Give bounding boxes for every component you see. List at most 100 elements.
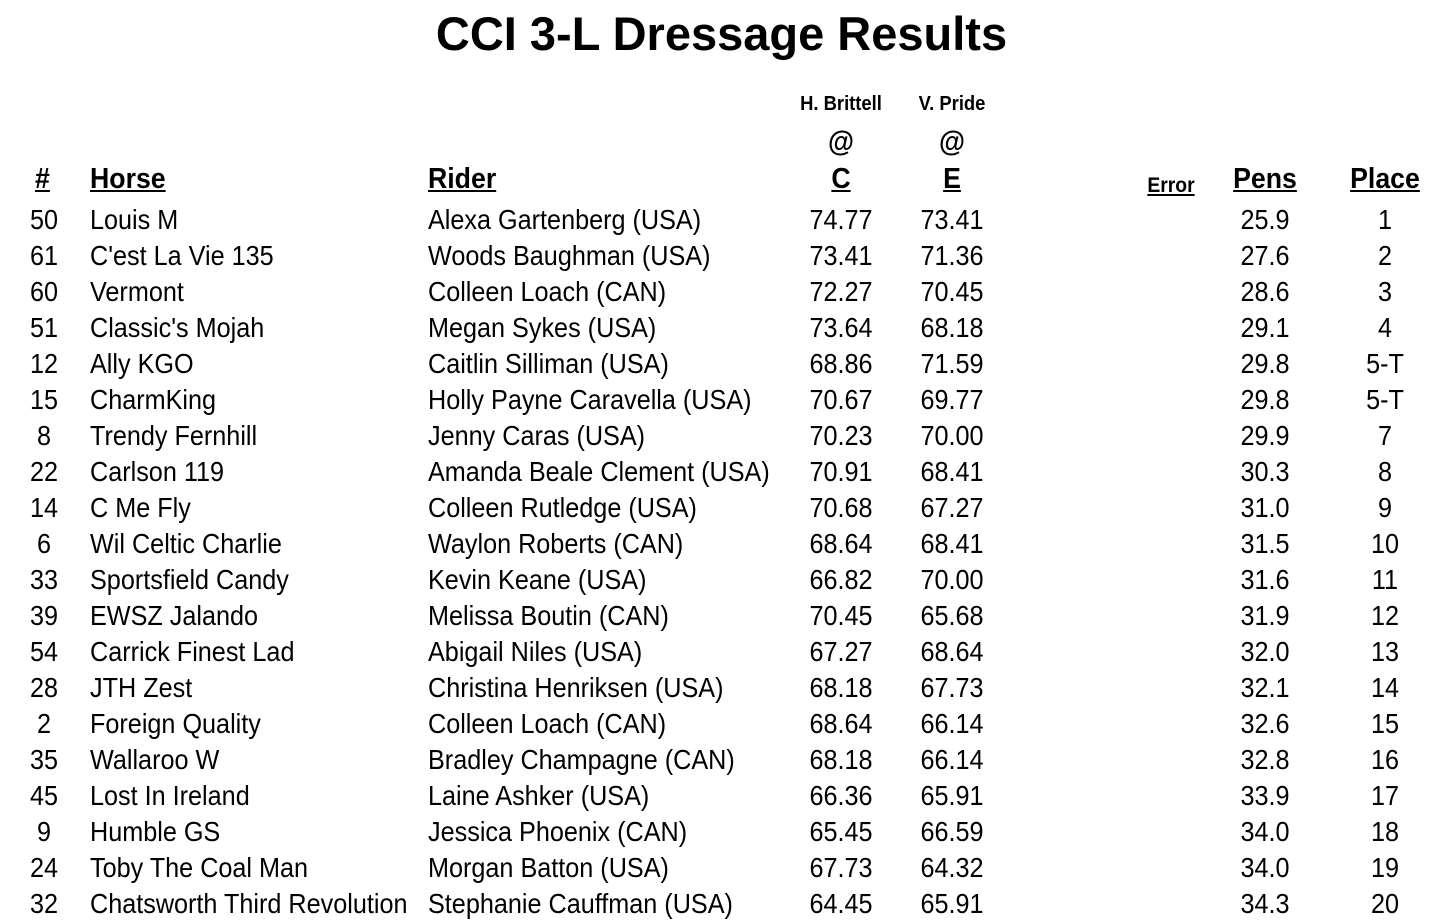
cell-rider: Colleen Loach (CAN) bbox=[428, 708, 667, 739]
cell-score-c: 70.91 bbox=[809, 456, 873, 487]
cell-place: 8 bbox=[1377, 456, 1393, 487]
cell-rider: Laine Ashker (USA) bbox=[428, 780, 650, 811]
cell-horse: Classic's Mojah bbox=[90, 312, 265, 343]
cell-place: 19 bbox=[1370, 852, 1400, 883]
table-row: 28 JTH Zest Christina Henriksen (USA) 68.18… bbox=[0, 670, 1433, 706]
results-table: 50 Louis M Alexa Gartenberg (USA) 74.77 73.4… bbox=[0, 202, 1433, 922]
cell-number: 8 bbox=[36, 420, 52, 451]
cell-rider: Melissa Boutin (CAN) bbox=[428, 600, 669, 631]
cell-place: 13 bbox=[1370, 636, 1400, 667]
cell-place: 3 bbox=[1377, 276, 1393, 307]
cell-rider: Colleen Loach (CAN) bbox=[428, 276, 667, 307]
header-place: Place bbox=[1350, 163, 1420, 195]
table-row: 33 Sportsfield Candy Kevin Keane (USA) 66.8… bbox=[0, 562, 1433, 598]
cell-score-e: 65.68 bbox=[920, 600, 984, 631]
cell-place: 15 bbox=[1370, 708, 1400, 739]
judge-c-name: H. Brittell bbox=[800, 93, 882, 115]
cell-horse: Trendy Fernhill bbox=[90, 420, 258, 451]
cell-place: 14 bbox=[1370, 672, 1400, 703]
table-row: 32 Chatsworth Third Revolution Stephanie C… bbox=[0, 886, 1433, 922]
cell-score-c: 68.18 bbox=[809, 744, 873, 775]
cell-score-c: 74.77 bbox=[809, 204, 873, 235]
cell-pens: 29.8 bbox=[1240, 384, 1290, 415]
cell-pens: 25.9 bbox=[1240, 204, 1290, 235]
cell-pens: 33.9 bbox=[1240, 780, 1290, 811]
judge-c-at: @ bbox=[827, 126, 855, 158]
cell-score-c: 68.86 bbox=[809, 348, 873, 379]
cell-rider: Jessica Phoenix (CAN) bbox=[428, 816, 688, 847]
header-judge-e: E bbox=[943, 163, 961, 195]
cell-score-e: 66.14 bbox=[920, 744, 984, 775]
cell-horse: EWSZ Jalando bbox=[90, 600, 259, 631]
cell-rider: Waylon Roberts (CAN) bbox=[428, 528, 684, 559]
cell-pens: 30.3 bbox=[1240, 456, 1290, 487]
cell-horse: Foreign Quality bbox=[90, 708, 261, 739]
cell-number: 35 bbox=[29, 744, 59, 775]
cell-score-c: 72.27 bbox=[809, 276, 873, 307]
cell-score-e: 69.77 bbox=[920, 384, 984, 415]
cell-number: 28 bbox=[29, 672, 59, 703]
cell-pens: 32.6 bbox=[1240, 708, 1290, 739]
cell-number: 9 bbox=[36, 816, 52, 847]
cell-number: 39 bbox=[29, 600, 59, 631]
cell-score-c: 70.67 bbox=[809, 384, 873, 415]
cell-rider: Abigail Niles (USA) bbox=[428, 636, 643, 667]
table-row: 14 C Me Fly Colleen Rutledge (USA) 70.68 67.… bbox=[0, 490, 1433, 526]
cell-horse: Toby The Coal Man bbox=[90, 852, 309, 883]
cell-score-c: 67.27 bbox=[809, 636, 873, 667]
table-row: 9 Humble GS Jessica Phoenix (CAN) 65.45 66.5… bbox=[0, 814, 1433, 850]
cell-horse: Sportsfield Candy bbox=[90, 564, 289, 595]
cell-number: 54 bbox=[29, 636, 59, 667]
cell-rider: Stephanie Cauffman (USA) bbox=[428, 888, 733, 919]
cell-score-e: 68.41 bbox=[920, 528, 984, 559]
table-row: 24 Toby The Coal Man Morgan Batton (USA) 67… bbox=[0, 850, 1433, 886]
header-num: # bbox=[35, 163, 50, 195]
cell-score-c: 70.68 bbox=[809, 492, 873, 523]
table-row: 15 CharmKing Holly Payne Caravella (USA) 70… bbox=[0, 382, 1433, 418]
cell-score-c: 73.41 bbox=[809, 240, 873, 271]
cell-score-c: 64.45 bbox=[809, 888, 873, 919]
cell-place: 18 bbox=[1370, 816, 1400, 847]
cell-number: 50 bbox=[29, 204, 59, 235]
cell-score-e: 65.91 bbox=[920, 780, 984, 811]
cell-horse: C'est La Vie 135 bbox=[90, 240, 274, 271]
cell-pens: 34.0 bbox=[1240, 852, 1290, 883]
table-row: 45 Lost In Ireland Laine Ashker (USA) 66.36… bbox=[0, 778, 1433, 814]
header-judge-c: C bbox=[831, 163, 851, 195]
cell-number: 6 bbox=[36, 528, 52, 559]
cell-pens: 27.6 bbox=[1240, 240, 1290, 271]
cell-score-c: 66.82 bbox=[809, 564, 873, 595]
cell-rider: Jenny Caras (USA) bbox=[428, 420, 646, 451]
cell-score-c: 68.18 bbox=[809, 672, 873, 703]
header-rider: Rider bbox=[428, 163, 497, 195]
cell-score-e: 73.41 bbox=[920, 204, 984, 235]
cell-horse: Carrick Finest Lad bbox=[90, 636, 295, 667]
cell-pens: 34.0 bbox=[1240, 816, 1290, 847]
cell-place: 11 bbox=[1371, 564, 1399, 595]
cell-number: 15 bbox=[29, 384, 59, 415]
cell-number: 60 bbox=[29, 276, 59, 307]
cell-place: 9 bbox=[1377, 492, 1393, 523]
cell-place: 5-T bbox=[1366, 384, 1404, 415]
cell-place: 4 bbox=[1377, 312, 1393, 343]
table-row: 50 Louis M Alexa Gartenberg (USA) 74.77 73.4… bbox=[0, 202, 1433, 238]
cell-score-e: 65.91 bbox=[920, 888, 984, 919]
cell-horse: Chatsworth Third Revolution bbox=[90, 888, 408, 919]
cell-score-e: 70.45 bbox=[920, 276, 984, 307]
cell-horse: Vermont bbox=[90, 276, 184, 307]
cell-rider: Kevin Keane (USA) bbox=[428, 564, 647, 595]
cell-number: 2 bbox=[36, 708, 52, 739]
header-pens: Pens bbox=[1233, 163, 1297, 195]
cell-number: 22 bbox=[29, 456, 59, 487]
cell-horse: C Me Fly bbox=[90, 492, 191, 523]
table-row: 8 Trendy Fernhill Jenny Caras (USA) 70.23 70… bbox=[0, 418, 1433, 454]
cell-number: 45 bbox=[29, 780, 59, 811]
cell-horse: Lost In Ireland bbox=[90, 780, 250, 811]
table-row: 2 Foreign Quality Colleen Loach (CAN) 68.64… bbox=[0, 706, 1433, 742]
cell-score-e: 68.18 bbox=[920, 312, 984, 343]
cell-pens: 29.8 bbox=[1240, 348, 1290, 379]
cell-pens: 31.6 bbox=[1240, 564, 1290, 595]
cell-rider: Megan Sykes (USA) bbox=[428, 312, 657, 343]
table-row: 60 Vermont Colleen Loach (CAN) 72.27 70.45 28… bbox=[0, 274, 1433, 310]
cell-pens: 28.6 bbox=[1240, 276, 1290, 307]
